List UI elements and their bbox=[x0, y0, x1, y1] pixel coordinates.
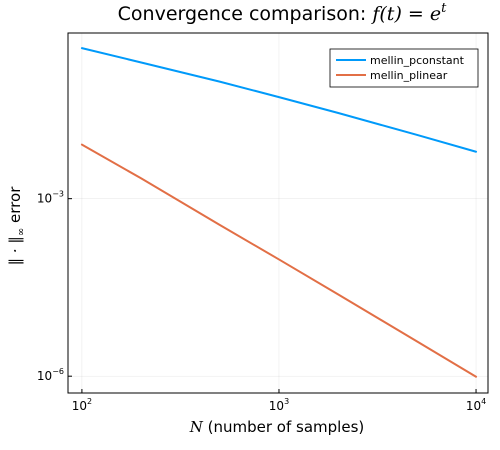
x-tick-label-exponent: 2 bbox=[87, 397, 92, 406]
series-line-mellin_plinear bbox=[80, 143, 478, 378]
chart-title: Convergence comparison: f(t) = et bbox=[118, 1, 447, 25]
x-tick-label: 103 bbox=[269, 397, 289, 413]
x-axis-label: N (number of samples) bbox=[189, 418, 365, 436]
y-tick-label-base: 10 bbox=[37, 369, 52, 383]
series-line-mellin_pconstant bbox=[80, 47, 478, 153]
y-axis-label-text: error bbox=[6, 186, 24, 228]
chart-title-math: f(t) = e bbox=[370, 3, 441, 25]
x-axis-label-math: N bbox=[189, 418, 204, 436]
y-axis-label-math: ‖ · ‖ bbox=[6, 236, 24, 265]
x-tick-label-exponent: 3 bbox=[284, 397, 289, 406]
y-tick-label: 10−3 bbox=[37, 190, 64, 206]
x-tick-label-base: 10 bbox=[466, 399, 481, 413]
x-tick-label-base: 10 bbox=[269, 399, 284, 413]
y-tick-label-exponent: −3 bbox=[52, 190, 64, 199]
x-axis-label-text: (number of samples) bbox=[203, 418, 364, 436]
legend-label-mellin_pconstant: mellin_pconstant bbox=[370, 54, 465, 67]
chart-title-text: Convergence comparison: bbox=[118, 3, 373, 25]
y-axis-label-subscript: ∞ bbox=[16, 228, 27, 236]
x-tick-label: 102 bbox=[72, 397, 92, 413]
legend: mellin_pconstant mellin_plinear bbox=[329, 48, 479, 88]
chart-title-superscript: t bbox=[441, 1, 447, 16]
grid bbox=[68, 33, 488, 393]
series-layer bbox=[80, 47, 478, 378]
x-tick-label: 104 bbox=[466, 397, 486, 413]
y-tick-label-exponent: −6 bbox=[52, 367, 64, 376]
y-tick-label: 10−6 bbox=[37, 367, 64, 383]
legend-box bbox=[329, 48, 479, 88]
y-axis-label: ‖ · ‖∞ error bbox=[6, 186, 27, 266]
x-tick-label-base: 10 bbox=[72, 399, 87, 413]
legend-label-mellin_plinear: mellin_plinear bbox=[370, 69, 448, 82]
x-tick-label-exponent: 4 bbox=[481, 397, 486, 406]
plot-frame bbox=[67, 32, 489, 394]
y-tick-label-base: 10 bbox=[37, 192, 52, 206]
